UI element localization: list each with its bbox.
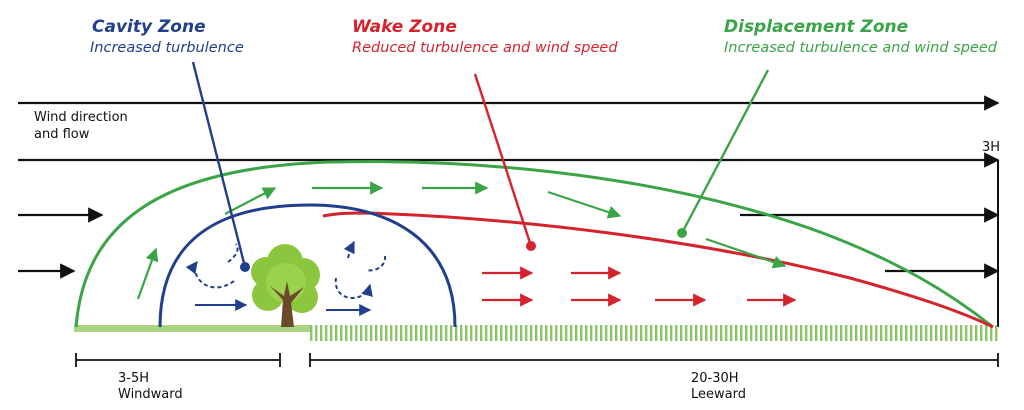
wake-zone-title: Wake Zone	[352, 17, 457, 37]
displacement-callout	[677, 69, 770, 238]
wake-zone-subtitle: Reduced turbulence and wind speed	[352, 40, 618, 56]
displacement-flow-arrow	[547, 190, 622, 219]
displacement-flow-arrow	[224, 187, 277, 215]
cavity-eddy-arrow	[185, 261, 235, 289]
height-label: 3H	[982, 140, 1000, 155]
leeward-measure: 20-30H Leeward	[309, 353, 999, 402]
displacement-zone-caption: Displacement Zone Increased turbulence a…	[724, 17, 998, 56]
cavity-flow-arrows	[185, 240, 387, 316]
cavity-zone-curve	[158, 203, 457, 328]
cavity-zone-caption: Cavity Zone Increased turbulence	[90, 17, 244, 56]
displacement-zone-subtitle: Increased turbulence and wind speed	[724, 40, 998, 56]
wake-zone-caption: Wake Zone Reduced turbulence and wind sp…	[352, 17, 618, 56]
windward-value: 3-5H	[118, 371, 149, 386]
displacement-flow-arrow	[705, 237, 787, 269]
cavity-eddy-arrow	[365, 255, 387, 272]
displacement-zone-curve	[74, 160, 994, 329]
displacement-zone-title: Displacement Zone	[724, 17, 908, 37]
wake-zone-curve	[322, 211, 994, 329]
ground-leeward-grass	[310, 325, 1000, 341]
leeward-value: 20-30H	[691, 371, 739, 386]
cavity-callout	[191, 61, 250, 272]
windward-label: Windward	[118, 387, 183, 402]
wake-callout	[473, 73, 536, 251]
cavity-zone-subtitle: Increased turbulence	[90, 40, 244, 56]
wind-direction-label-2: and flow	[34, 127, 90, 142]
cavity-eddy-arrow	[227, 243, 239, 263]
displacement-flow-arrow	[136, 247, 159, 300]
tree-icon	[251, 244, 320, 327]
ground-windward	[74, 325, 310, 332]
leeward-label: Leeward	[691, 387, 746, 402]
wake-flow-arrows	[482, 266, 797, 307]
cavity-zone-title: Cavity Zone	[92, 17, 206, 37]
wind-direction-label-1: Wind direction	[34, 110, 128, 125]
cavity-eddy-arrow	[334, 277, 373, 300]
cavity-eddy-arrow	[343, 240, 355, 259]
windward-measure: 3-5H Windward	[75, 353, 281, 402]
displacement-flow-arrows	[136, 181, 787, 300]
